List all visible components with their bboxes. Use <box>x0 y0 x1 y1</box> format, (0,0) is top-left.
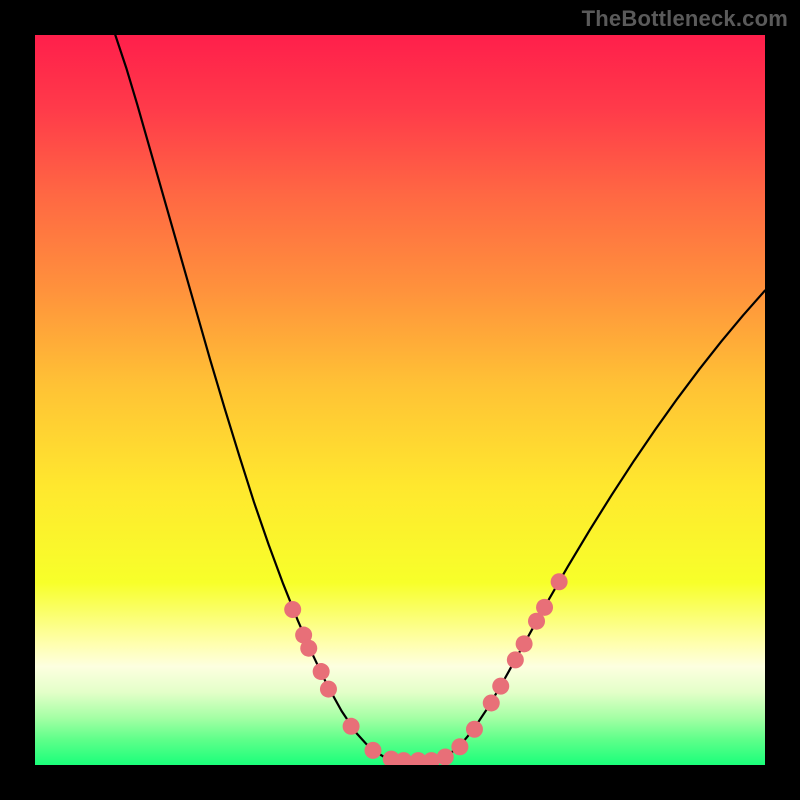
bottleneck-chart <box>0 0 800 800</box>
data-marker <box>451 738 468 755</box>
data-marker <box>364 742 381 759</box>
data-marker <box>313 663 330 680</box>
data-marker <box>507 651 524 668</box>
chart-container: TheBottleneck.com <box>0 0 800 800</box>
watermark-text: TheBottleneck.com <box>582 6 788 32</box>
plot-background <box>35 35 765 765</box>
data-marker <box>320 681 337 698</box>
data-marker <box>437 748 454 765</box>
data-marker <box>466 721 483 738</box>
data-marker <box>492 678 509 695</box>
data-marker <box>284 601 301 618</box>
data-marker <box>551 573 568 590</box>
data-marker <box>516 635 533 652</box>
data-marker <box>483 694 500 711</box>
data-marker <box>343 718 360 735</box>
data-marker <box>300 640 317 657</box>
data-marker <box>536 599 553 616</box>
